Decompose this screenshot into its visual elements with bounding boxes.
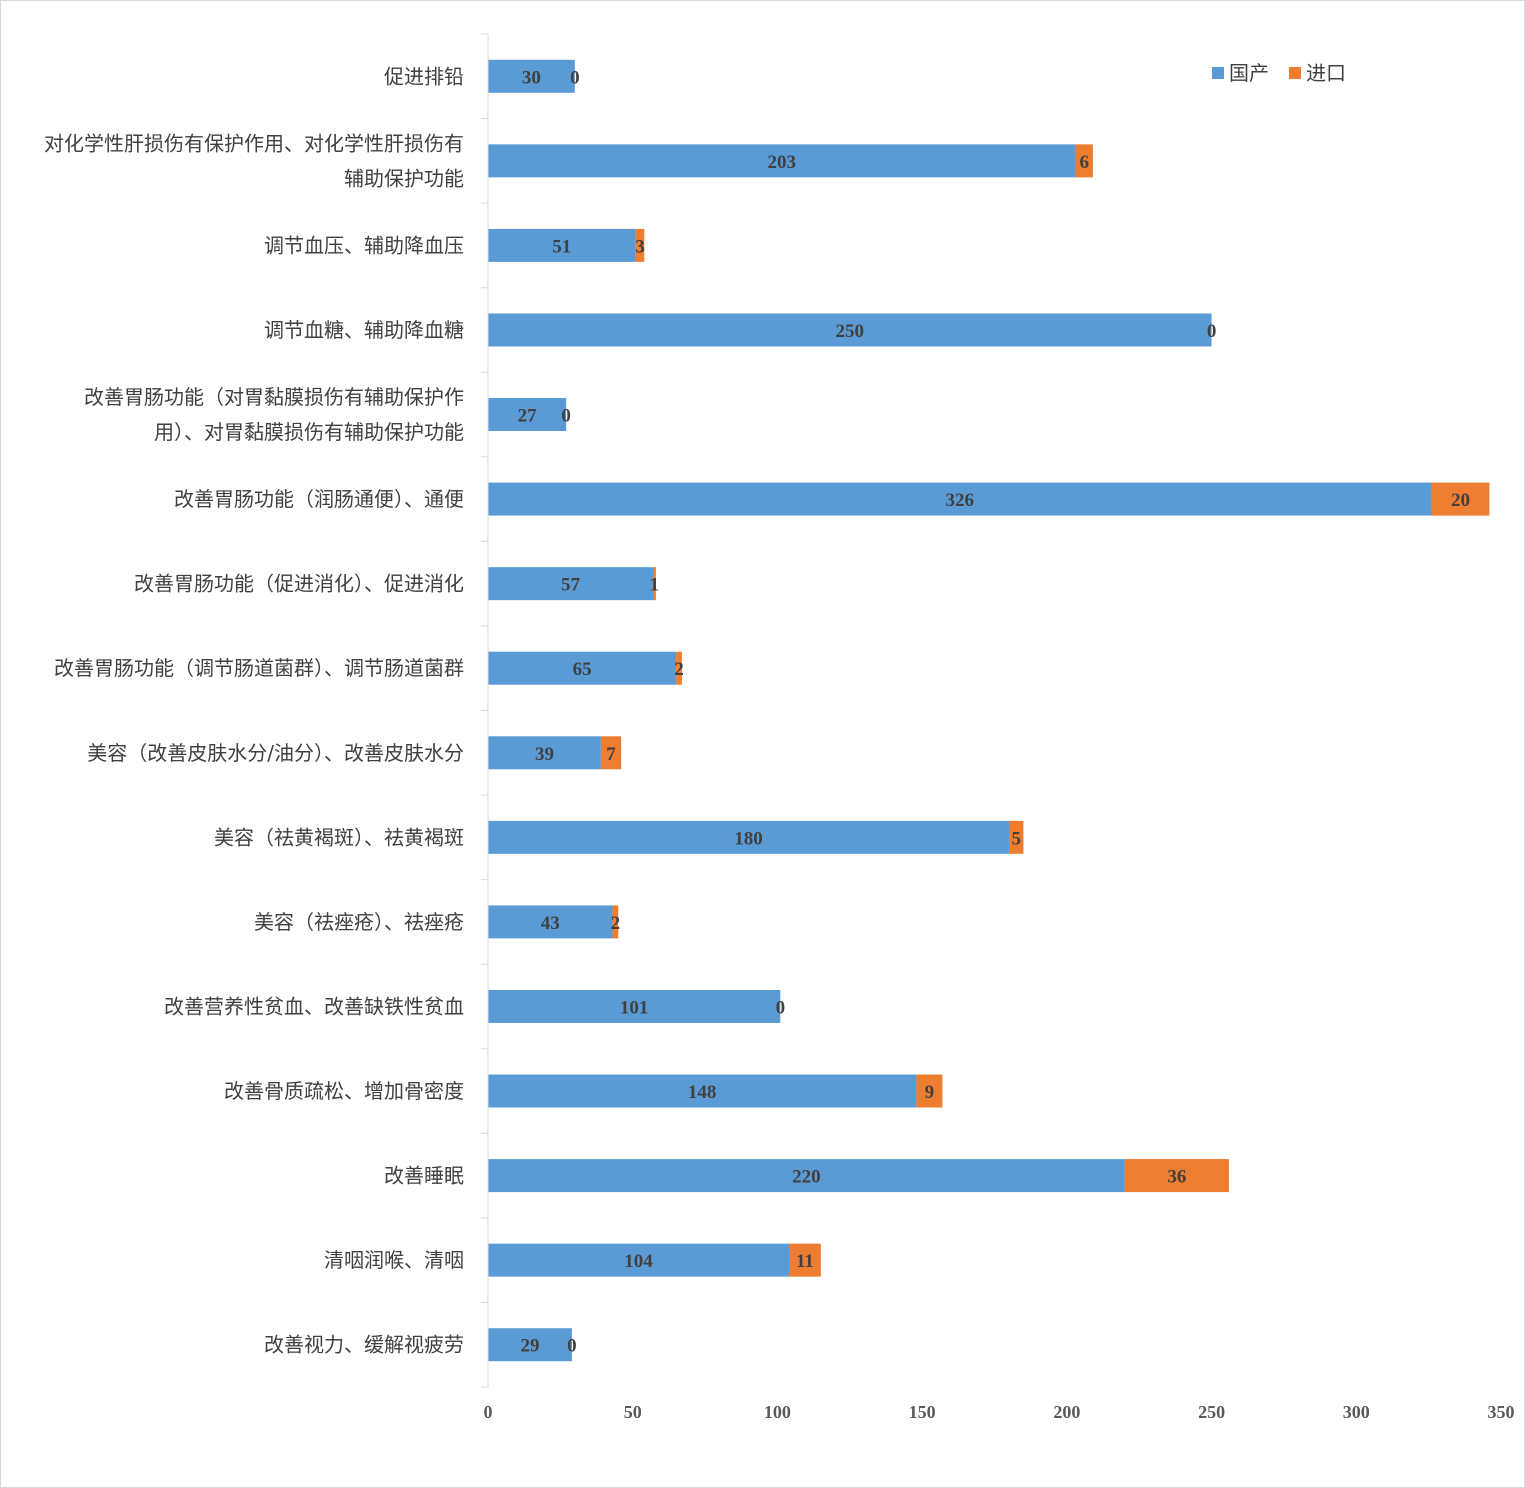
category-label: 美容（祛痤疮）、祛痤疮: [254, 910, 464, 934]
bar-domestic: [488, 228, 636, 262]
category-label: 美容（改善皮肤水分/油分）、改善皮肤水分: [87, 741, 464, 765]
category-label: 美容（祛黄褐斑）、祛黄褐斑: [214, 825, 464, 849]
data-label-imported: 5: [1011, 828, 1021, 849]
data-label-domestic: 29: [520, 1336, 539, 1357]
bar-imported: [676, 651, 682, 685]
data-label-domestic: 30: [522, 67, 541, 88]
category-label: 调节血糖、辅助降血糖: [264, 318, 464, 342]
data-label-domestic: 250: [836, 321, 865, 342]
category-labels-layer: 促进排铅对化学性肝损伤有保护作用、对化学性肝损伤有辅助保护功能调节血压、辅助降血…: [44, 64, 464, 1356]
legend-label-imported: 进口: [1306, 61, 1346, 85]
value-axis-tick-labels: 0 50 100 150 200 250 300 350: [484, 1402, 1515, 1422]
data-label-domestic: 180: [734, 828, 763, 849]
bar-domestic: [488, 820, 1009, 854]
category-label: 调节血压、辅助降血压: [264, 233, 464, 257]
category-label: 改善胃肠功能（调节肠道菌群）、调节肠道菌群: [54, 656, 464, 680]
data-label-domestic: 203: [768, 152, 797, 173]
data-label-domestic: 148: [688, 1082, 717, 1103]
data-label-imported: 0: [561, 406, 571, 427]
data-label-domestic: 43: [541, 913, 560, 934]
bar-imported: [612, 905, 619, 939]
data-label-imported: 3: [635, 236, 645, 257]
legend-swatch-domestic: [1212, 67, 1224, 79]
data-label-domestic: 326: [946, 490, 975, 511]
bar-imported: [635, 228, 645, 262]
bar-domestic: [488, 482, 1432, 516]
bar-imported: [916, 1074, 943, 1108]
category-label: 改善视力、缓解视疲劳: [264, 1333, 464, 1357]
x-tick-label: 50: [624, 1402, 642, 1422]
category-label: 改善胃肠功能（促进消化）、促进消化: [134, 572, 464, 596]
data-label-imported: 0: [567, 1336, 577, 1357]
category-label: 促进排铅: [384, 64, 464, 88]
bar-domestic: [488, 144, 1076, 178]
data-label-domestic: 51: [552, 236, 571, 257]
x-tick-label: 300: [1343, 1402, 1370, 1422]
category-label: 改善胃肠功能（润肠通便）、通便: [174, 487, 464, 511]
category-label: 改善骨质疏松、增加骨密度: [224, 1079, 464, 1103]
data-label-imported: 20: [1451, 490, 1470, 511]
data-label-domestic: 39: [535, 744, 554, 765]
category-label: 改善营养性贫血、改善缺铁性贫血: [164, 994, 464, 1018]
bar-domestic: [488, 313, 1212, 347]
bar-imported: [1431, 482, 1490, 516]
bar-domestic: [488, 736, 601, 770]
x-tick-label: 0: [484, 1402, 493, 1422]
category-axis-ticks: [481, 33, 488, 1388]
x-tick-label: 150: [909, 1402, 936, 1422]
data-label-domestic: 220: [792, 1167, 821, 1188]
data-label-imported: 0: [1207, 321, 1217, 342]
x-tick-label: 250: [1198, 1402, 1225, 1422]
bar-imported: [652, 567, 656, 601]
data-label-domestic: 101: [620, 997, 649, 1018]
bar-domestic: [488, 567, 653, 601]
legend-label-domestic: 国产: [1229, 61, 1269, 85]
legend-swatch-imported: [1289, 67, 1301, 79]
x-tick-label: 350: [1488, 1402, 1515, 1422]
bar-imported: [1124, 1159, 1229, 1193]
data-label-domestic: 104: [624, 1251, 653, 1272]
data-label-imported: 1: [650, 575, 660, 596]
data-label-domestic: 27: [518, 406, 538, 427]
data-labels-layer: 30 0 203 6 51 3 250 0 27 0 326 20 57 1 65 2 39 7 180 5 43 2 10…: [518, 67, 1470, 1356]
bar-domestic: [488, 905, 613, 939]
bar-imported: [789, 1243, 821, 1277]
data-label-imported: 0: [776, 997, 786, 1018]
data-label-domestic: 57: [561, 575, 581, 596]
data-label-imported: 9: [925, 1082, 935, 1103]
bar-domestic: [488, 1328, 572, 1362]
legend: 国产 进口: [1212, 61, 1346, 85]
data-label-imported: 6: [1079, 152, 1089, 173]
category-label: 清咽润喉、清咽: [324, 1248, 464, 1272]
bars-layer: [488, 59, 1490, 1362]
data-label-imported: 2: [611, 913, 621, 934]
bar-domestic: [488, 989, 781, 1023]
x-tick-label: 200: [1053, 1402, 1080, 1422]
category-label: 改善睡眠: [384, 1164, 464, 1188]
category-label: 改善胃肠功能（对胃黏膜损伤有辅助保护作用）、对胃黏膜损伤有辅助保护功能: [84, 385, 464, 444]
category-label: 对化学性肝损伤有保护作用、对化学性肝损伤有辅助保护功能: [44, 131, 464, 190]
bar-imported: [600, 736, 622, 770]
data-label-imported: 7: [606, 744, 616, 765]
data-label-imported: 0: [570, 67, 580, 88]
bar-domestic: [488, 651, 677, 685]
data-label-imported: 36: [1167, 1167, 1186, 1188]
bar-domestic: [488, 59, 575, 93]
data-label-domestic: 65: [573, 659, 592, 680]
bar-domestic: [488, 1159, 1125, 1193]
data-label-imported: 2: [674, 659, 684, 680]
data-label-imported: 11: [796, 1251, 814, 1272]
bar-imported: [1075, 144, 1093, 178]
x-tick-label: 100: [764, 1402, 791, 1422]
bar-domestic: [488, 398, 567, 432]
bar-domestic: [488, 1243, 790, 1277]
bar-imported: [1008, 820, 1024, 854]
bar-domestic: [488, 1074, 917, 1108]
